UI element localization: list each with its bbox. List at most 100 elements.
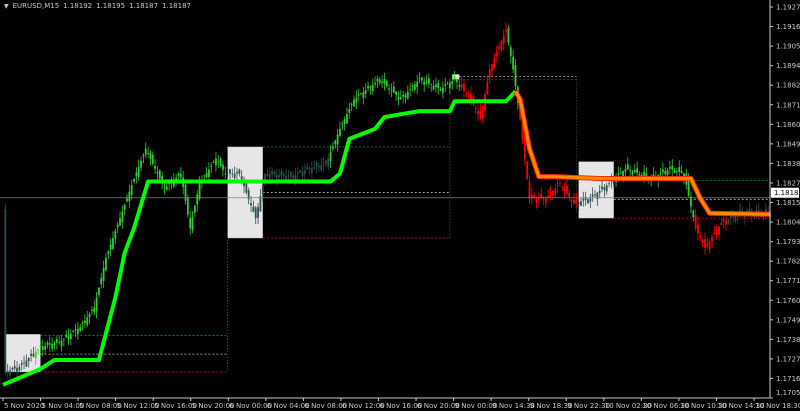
- candle-body: [612, 179, 615, 185]
- candle: [390, 83, 393, 98]
- candle: [60, 334, 63, 352]
- candle-body: [530, 194, 533, 199]
- candle-body: [245, 182, 248, 193]
- candle-body: [523, 135, 526, 159]
- candle: [210, 162, 213, 174]
- candle-body: [638, 174, 641, 176]
- candle: [51, 337, 54, 352]
- candle: [587, 198, 589, 205]
- candle-body: [556, 185, 559, 187]
- candle: [575, 192, 578, 209]
- candle: [44, 342, 47, 354]
- candle: [603, 183, 606, 198]
- candle-body: [6, 371, 9, 374]
- candle-body: [114, 231, 117, 239]
- candle-body: [191, 216, 194, 231]
- price-tick-label: 1.18605: [776, 121, 800, 129]
- candle: [512, 50, 515, 74]
- candle: [486, 74, 489, 95]
- candle: [514, 59, 517, 90]
- candle-body: [458, 85, 461, 87]
- price-tick-label: 1.17600: [776, 297, 800, 305]
- triangle-down-icon[interactable]: ▼: [4, 3, 9, 10]
- candle-body: [308, 168, 311, 169]
- candle: [383, 72, 386, 91]
- candle: [720, 218, 723, 226]
- candle: [25, 354, 28, 367]
- candle-body: [334, 140, 337, 145]
- candle: [332, 141, 334, 152]
- candle-body: [353, 99, 355, 107]
- candle-body: [397, 97, 400, 100]
- candle-body: [98, 287, 100, 296]
- candle-body: [673, 170, 676, 174]
- candle-body: [261, 184, 264, 196]
- time-tick-label: 6 Nov 16:00: [380, 402, 423, 410]
- candle: [65, 329, 68, 339]
- candle: [397, 91, 400, 106]
- candle: [470, 86, 472, 107]
- candle-body: [519, 106, 522, 120]
- candle-body: [601, 186, 603, 190]
- candle: [273, 169, 276, 178]
- candle-body: [413, 84, 416, 90]
- candle: [554, 183, 557, 198]
- candle-body: [149, 152, 152, 159]
- candle-body: [100, 277, 103, 285]
- candle: [498, 42, 500, 55]
- candle-body: [198, 183, 201, 199]
- candle: [69, 329, 72, 346]
- candle: [114, 228, 117, 245]
- price-tick-label: 1.18380: [776, 160, 800, 168]
- candle: [67, 328, 70, 345]
- candle: [123, 203, 126, 216]
- candle-body: [130, 185, 133, 195]
- candle-body: [9, 370, 11, 376]
- candle: [659, 168, 662, 177]
- time-tick-label: 5 Nov 04:00: [42, 402, 85, 410]
- candle-body: [79, 327, 82, 331]
- candle-body: [23, 362, 25, 364]
- candle-body: [189, 217, 192, 229]
- current-price-label: 1.18187: [774, 189, 800, 197]
- candle-body: [549, 191, 552, 194]
- candle-body: [493, 58, 496, 68]
- candle: [435, 77, 437, 93]
- candle-body: [175, 177, 178, 180]
- candle: [669, 160, 671, 175]
- candle: [48, 336, 51, 352]
- candle-body: [477, 111, 479, 115]
- candle-body: [51, 344, 54, 349]
- candle: [144, 142, 147, 158]
- candle-body: [123, 204, 126, 210]
- candle-body: [196, 194, 199, 205]
- candle: [222, 160, 224, 177]
- candle: [133, 178, 135, 184]
- time-tick-label: 5 Nov 2020: [4, 402, 44, 410]
- candle: [425, 75, 428, 86]
- candle: [179, 167, 182, 180]
- candle-body: [692, 210, 695, 218]
- candle-body: [268, 174, 271, 178]
- candle: [451, 74, 454, 90]
- candle: [699, 232, 702, 242]
- candle: [229, 168, 231, 181]
- price-tick-label: 1.18715: [776, 101, 800, 109]
- candle: [596, 191, 599, 206]
- candle: [121, 205, 124, 229]
- price-tick-label: 1.18825: [776, 82, 800, 90]
- candle-body: [208, 169, 210, 177]
- candle: [491, 63, 493, 77]
- candle: [322, 157, 325, 172]
- candle-body: [488, 69, 491, 78]
- candle: [102, 260, 105, 288]
- candle-body: [643, 171, 646, 176]
- candle: [580, 197, 582, 207]
- time-tick-label: 9 Nov 14:30: [492, 402, 535, 410]
- time-tick-label: 10 Nov 02:30: [605, 402, 652, 410]
- candle: [329, 145, 332, 169]
- candle: [158, 169, 161, 180]
- candle-body: [636, 168, 639, 174]
